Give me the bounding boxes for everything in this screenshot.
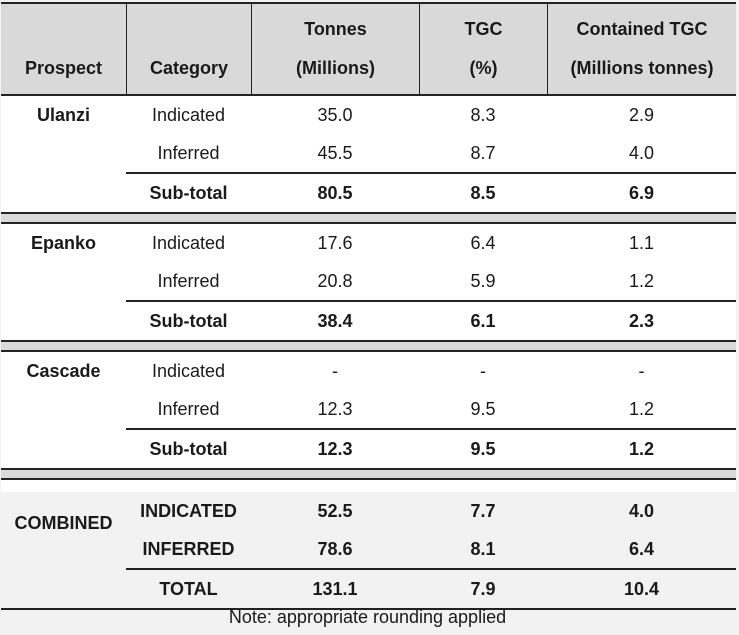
contained-cell: 6.4 bbox=[628, 538, 655, 559]
prospect-name: Cascade bbox=[26, 360, 101, 381]
table-row: INDICATED 52.5 7.7 4.0 bbox=[1, 492, 736, 530]
tgc-cell: 9.5 bbox=[470, 438, 496, 459]
category-cell: INDICATED bbox=[140, 500, 237, 521]
header-tgc-line2: (%) bbox=[469, 58, 498, 78]
tgc-cell: - bbox=[480, 360, 486, 381]
header-prospect: Prospect bbox=[1, 4, 126, 94]
contained-cell: 1.2 bbox=[628, 398, 655, 419]
category-cell: Indicated bbox=[151, 232, 226, 253]
resource-table: Prospect Category Tonnes (Millions) TGC (%… bbox=[1, 2, 736, 610]
header-tgc-line1: TGC bbox=[464, 19, 503, 39]
header-tonnes: Tonnes (Millions) bbox=[251, 4, 419, 94]
tonnes-cell: 80.5 bbox=[317, 182, 353, 203]
section-divider bbox=[1, 212, 736, 224]
tonnes-cell: - bbox=[332, 360, 338, 381]
section-ulanzi: Ulanzi Indicated 35.0 8.3 2.9 Inferred 4… bbox=[1, 96, 736, 212]
tgc-cell: 9.5 bbox=[470, 398, 496, 419]
prospect-name: Epanko bbox=[30, 232, 96, 253]
total-row: TOTAL 131.1 7.9 10.4 bbox=[126, 568, 736, 608]
tonnes-cell: 78.6 bbox=[317, 538, 353, 559]
contained-cell: 2.9 bbox=[628, 104, 655, 125]
table-row: Inferred 12.3 9.5 1.2 bbox=[1, 390, 736, 428]
table-row: INFERRED 78.6 8.1 6.4 bbox=[1, 530, 736, 568]
tonnes-cell: 17.6 bbox=[317, 232, 353, 253]
table-row: Inferred 45.5 8.7 4.0 bbox=[1, 134, 736, 172]
section-epanko: Epanko Indicated 17.6 6.4 1.1 Inferred 2… bbox=[1, 224, 736, 340]
tgc-cell: 8.3 bbox=[470, 104, 496, 125]
category-cell: Indicated bbox=[151, 104, 226, 125]
tonnes-cell: 12.3 bbox=[317, 438, 353, 459]
category-cell: INFERRED bbox=[142, 538, 235, 559]
section-divider bbox=[1, 340, 736, 352]
subtotal-row: Sub-total 38.4 6.1 2.3 bbox=[126, 300, 736, 340]
section-combined: COMBINED INDICATED 52.5 7.7 4.0 INFERRED… bbox=[1, 492, 736, 608]
tonnes-cell: 35.0 bbox=[317, 104, 353, 125]
category-cell: TOTAL bbox=[159, 578, 218, 599]
tgc-cell: 6.4 bbox=[470, 232, 496, 253]
contained-cell: 1.2 bbox=[628, 438, 655, 459]
category-cell: Inferred bbox=[157, 398, 220, 419]
subtotal-row: Sub-total 80.5 8.5 6.9 bbox=[126, 172, 736, 212]
tgc-cell: 6.1 bbox=[470, 310, 496, 331]
contained-cell: 4.0 bbox=[628, 142, 655, 163]
header-contained: Contained TGC (Millions tonnes) bbox=[547, 4, 736, 94]
contained-cell: 6.9 bbox=[628, 182, 655, 203]
tgc-cell: 8.1 bbox=[470, 538, 496, 559]
tonnes-cell: 38.4 bbox=[317, 310, 353, 331]
contained-cell: - bbox=[638, 360, 645, 381]
tgc-cell: 7.7 bbox=[470, 500, 496, 521]
section-divider bbox=[1, 468, 736, 480]
contained-cell: 1.2 bbox=[628, 270, 655, 291]
tgc-cell: 5.9 bbox=[470, 270, 496, 291]
header-contained-line2: (Millions tonnes) bbox=[570, 58, 714, 78]
category-cell: Inferred bbox=[157, 270, 220, 291]
prospect-name: Ulanzi bbox=[36, 104, 90, 125]
header-category-label: Category bbox=[149, 58, 229, 78]
rounding-note: Note: appropriate rounding applied bbox=[228, 607, 507, 627]
tonnes-cell: 52.5 bbox=[317, 500, 353, 521]
table-row: Indicated 17.6 6.4 1.1 bbox=[1, 224, 736, 262]
tonnes-cell: 45.5 bbox=[317, 142, 353, 163]
tonnes-cell: 12.3 bbox=[317, 398, 353, 419]
contained-cell: 10.4 bbox=[623, 578, 660, 599]
table-row: Inferred 20.8 5.9 1.2 bbox=[1, 262, 736, 300]
tonnes-cell: 20.8 bbox=[317, 270, 353, 291]
tgc-cell: 7.9 bbox=[470, 578, 496, 599]
prospect-name: COMBINED bbox=[14, 512, 113, 533]
tonnes-cell: 131.1 bbox=[312, 578, 358, 599]
subtotal-row: Sub-total 12.3 9.5 1.2 bbox=[126, 428, 736, 468]
category-cell: Sub-total bbox=[149, 310, 228, 331]
table-header: Prospect Category Tonnes (Millions) TGC (%… bbox=[1, 4, 736, 96]
header-tonnes-line2: (Millions) bbox=[296, 58, 375, 78]
tgc-cell: 8.5 bbox=[470, 182, 496, 203]
category-cell: Indicated bbox=[151, 360, 226, 381]
section-cascade: Cascade Indicated - - - Inferred 12.3 9.… bbox=[1, 352, 736, 468]
header-tonnes-line1: Tonnes bbox=[304, 19, 367, 39]
header-category: Category bbox=[126, 4, 251, 94]
category-cell: Sub-total bbox=[149, 182, 228, 203]
category-cell: Inferred bbox=[157, 142, 220, 163]
contained-cell: 2.3 bbox=[628, 310, 655, 331]
tgc-cell: 8.7 bbox=[470, 142, 496, 163]
contained-cell: 4.0 bbox=[628, 500, 655, 521]
table-row: Indicated 35.0 8.3 2.9 bbox=[1, 96, 736, 134]
header-prospect-label: Prospect bbox=[24, 58, 103, 78]
table-row: Indicated - - - bbox=[1, 352, 736, 390]
header-contained-line1: Contained TGC bbox=[576, 19, 708, 39]
header-tgc: TGC (%) bbox=[419, 4, 547, 94]
category-cell: Sub-total bbox=[149, 438, 228, 459]
contained-cell: 1.1 bbox=[628, 232, 655, 253]
